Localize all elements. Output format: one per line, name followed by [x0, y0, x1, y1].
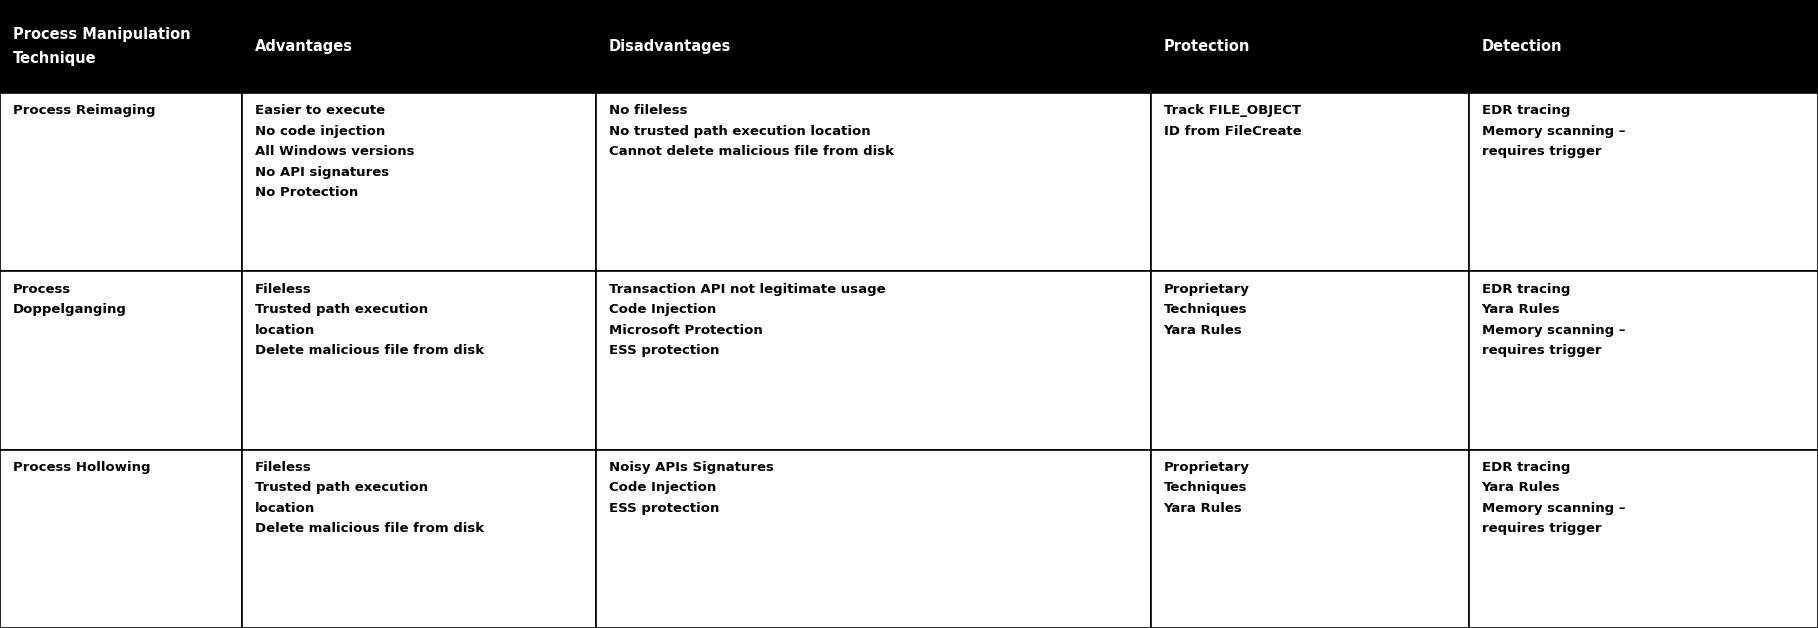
Text: Proprietary
Techniques
Yara Rules: Proprietary Techniques Yara Rules	[1164, 461, 1249, 515]
Bar	[596, 450, 1151, 628]
Text: Proprietary
Techniques
Yara Rules: Proprietary Techniques Yara Rules	[1164, 283, 1249, 337]
Text: Process Reimaging: Process Reimaging	[13, 104, 155, 117]
Bar	[1469, 0, 1818, 93]
Text: Fileless
Trusted path execution
location
Delete malicious file from disk: Fileless Trusted path execution location…	[255, 461, 484, 536]
Text: Process Manipulation
Technique: Process Manipulation Technique	[13, 27, 191, 66]
Text: Noisy APIs Signatures
Code Injection
ESS protection: Noisy APIs Signatures Code Injection ESS…	[609, 461, 774, 515]
Bar	[242, 271, 596, 450]
Bar	[1151, 93, 1469, 271]
Text: EDR tracing
Memory scanning –
requires trigger: EDR tracing Memory scanning – requires t…	[1482, 104, 1625, 158]
Bar	[242, 450, 596, 628]
Bar	[596, 93, 1151, 271]
Text: EDR tracing
Yara Rules
Memory scanning –
requires trigger: EDR tracing Yara Rules Memory scanning –…	[1482, 461, 1625, 536]
Bar	[0, 450, 242, 628]
Text: Detection: Detection	[1482, 39, 1562, 54]
Text: Process
Doppelganging: Process Doppelganging	[13, 283, 127, 316]
Bar	[242, 0, 596, 93]
Text: Process Hollowing: Process Hollowing	[13, 461, 151, 474]
Bar	[0, 93, 242, 271]
Text: EDR tracing
Yara Rules
Memory scanning –
requires trigger: EDR tracing Yara Rules Memory scanning –…	[1482, 283, 1625, 357]
Text: Transaction API not legitimate usage
Code Injection
Microsoft Protection
ESS pro: Transaction API not legitimate usage Cod…	[609, 283, 885, 357]
Bar	[596, 271, 1151, 450]
Text: No fileless
No trusted path execution location
Cannot delete malicious file from: No fileless No trusted path execution lo…	[609, 104, 894, 158]
Bar	[1151, 271, 1469, 450]
Text: Protection: Protection	[1164, 39, 1251, 54]
Text: Easier to execute
No code injection
All Windows versions
No API signatures
No Pr: Easier to execute No code injection All …	[255, 104, 415, 199]
Bar	[0, 0, 242, 93]
Bar	[0, 271, 242, 450]
Bar	[1469, 450, 1818, 628]
Text: Track FILE_OBJECT
ID from FileCreate: Track FILE_OBJECT ID from FileCreate	[1164, 104, 1302, 138]
Bar	[242, 93, 596, 271]
Text: Fileless
Trusted path execution
location
Delete malicious file from disk: Fileless Trusted path execution location…	[255, 283, 484, 357]
Bar	[1151, 450, 1469, 628]
Bar	[1151, 0, 1469, 93]
Bar	[596, 0, 1151, 93]
Bar	[1469, 93, 1818, 271]
Text: Advantages: Advantages	[255, 39, 353, 54]
Text: Disadvantages: Disadvantages	[609, 39, 731, 54]
Bar	[1469, 271, 1818, 450]
